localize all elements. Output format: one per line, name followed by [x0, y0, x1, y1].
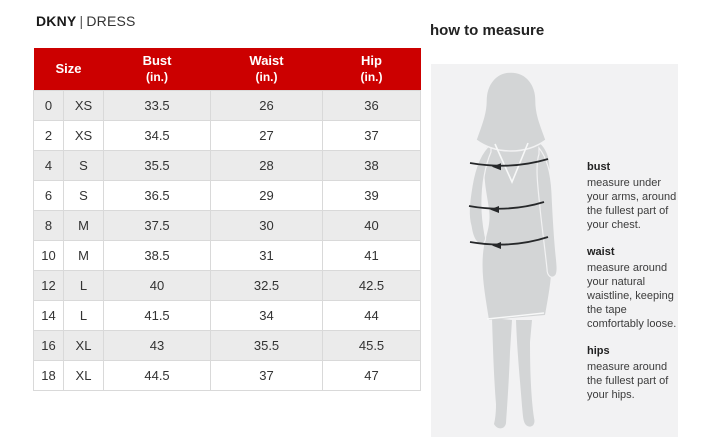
size-number-cell: 10	[33, 240, 64, 271]
waist-cell: 34	[210, 300, 324, 331]
hip-cell: 47	[322, 360, 422, 391]
column-header-hip: Hip (in.)	[322, 48, 421, 91]
hip-cell: 40	[322, 210, 422, 241]
size-letter-cell: L	[62, 270, 105, 301]
size-letter-cell: L	[62, 300, 105, 331]
size-chart-table: Size Bust (in.) Waist (in.) Hip (in.) 0 XS …	[33, 48, 422, 391]
size-letter-cell: XS	[62, 120, 105, 151]
waist-cell: 31	[210, 240, 324, 271]
measure-instructions: bust measure under your arms, around the…	[587, 161, 683, 416]
size-number-cell: 12	[33, 270, 64, 301]
size-letter-cell: XS	[62, 90, 105, 121]
waist-label: waist	[587, 245, 615, 258]
bust-cell: 44.5	[103, 360, 212, 391]
table-row: 0 XS 33.5 26 36	[33, 90, 422, 121]
bust-cell: 37.5	[103, 210, 212, 241]
table-row: 10 M 38.5 31 41	[33, 240, 422, 271]
size-number-cell: 8	[33, 210, 64, 241]
waist-cell: 27	[210, 120, 324, 151]
bust-cell: 36.5	[103, 180, 212, 211]
hip-cell: 38	[322, 150, 422, 181]
title-separator: |	[79, 13, 84, 29]
bust-description: measure under your arms, around the full…	[587, 176, 677, 231]
size-letter-cell: M	[62, 240, 105, 271]
page-title: DKNY | DRESS	[36, 13, 136, 29]
size-letter-cell: M	[62, 210, 105, 241]
bust-cell: 41.5	[103, 300, 212, 331]
table-row: 4 S 35.5 28 38	[33, 150, 422, 181]
product-name: DRESS	[86, 13, 136, 29]
column-header-waist: Waist (in.)	[210, 48, 323, 91]
bust-cell: 40	[103, 270, 212, 301]
table-row: 6 S 36.5 29 39	[33, 180, 422, 211]
waist-cell: 28	[210, 150, 324, 181]
waist-cell: 29	[210, 180, 324, 211]
table-row: 12 L 40 32.5 42.5	[33, 270, 422, 301]
bust-cell: 38.5	[103, 240, 212, 271]
bust-label: bust	[587, 161, 611, 173]
bust-cell: 33.5	[103, 90, 212, 121]
size-number-cell: 16	[33, 330, 64, 361]
measure-section-hips: hips measure around the fullest part of …	[587, 345, 683, 403]
size-number-cell: 2	[33, 120, 64, 151]
measure-section-waist: waist measure around your natural waistl…	[587, 246, 683, 332]
table-header-row: Size Bust (in.) Waist (in.) Hip (in.)	[33, 48, 421, 91]
table-row: 18 XL 44.5 37 47	[33, 360, 422, 391]
measure-section-bust: bust measure under your arms, around the…	[587, 161, 683, 233]
size-letter-cell: XL	[62, 360, 105, 391]
waist-cell: 32.5	[210, 270, 324, 301]
table-row: 2 XS 34.5 27 37	[33, 120, 422, 151]
hips-label: hips	[587, 344, 610, 357]
column-header-size: Size	[33, 48, 104, 91]
size-number-cell: 0	[33, 90, 64, 121]
table-row: 14 L 41.5 34 44	[33, 300, 422, 331]
how-to-measure-panel: bust measure under your arms, around the…	[431, 64, 678, 437]
hip-cell: 39	[322, 180, 422, 211]
size-number-cell: 4	[33, 150, 64, 181]
hip-cell: 44	[322, 300, 422, 331]
size-letter-cell: XL	[62, 330, 105, 361]
waist-cell: 35.5	[210, 330, 324, 361]
how-to-measure-title: how to measure	[430, 22, 545, 39]
hip-cell: 45.5	[322, 330, 422, 361]
female-silhouette-figure-icon	[435, 68, 585, 433]
size-number-cell: 18	[33, 360, 64, 391]
waist-cell: 26	[210, 90, 324, 121]
waist-description: measure around your natural waistline, k…	[587, 261, 677, 330]
waist-cell: 37	[210, 360, 324, 391]
hip-cell: 41	[322, 240, 422, 271]
bust-cell: 43	[103, 330, 212, 361]
hips-description: measure around the fullest part of your …	[587, 360, 669, 401]
column-header-bust: Bust (in.)	[103, 48, 211, 91]
size-letter-cell: S	[62, 180, 105, 211]
size-letter-cell: S	[62, 150, 105, 181]
brand-name: DKNY	[36, 13, 77, 29]
size-number-cell: 14	[33, 300, 64, 331]
table-row: 8 M 37.5 30 40	[33, 210, 422, 241]
bust-cell: 34.5	[103, 120, 212, 151]
waist-cell: 30	[210, 210, 324, 241]
size-number-cell: 6	[33, 180, 64, 211]
table-row: 16 XL 43 35.5 45.5	[33, 330, 422, 361]
hip-cell: 42.5	[322, 270, 422, 301]
hip-cell: 36	[322, 90, 422, 121]
hip-cell: 37	[322, 120, 422, 151]
bust-cell: 35.5	[103, 150, 212, 181]
